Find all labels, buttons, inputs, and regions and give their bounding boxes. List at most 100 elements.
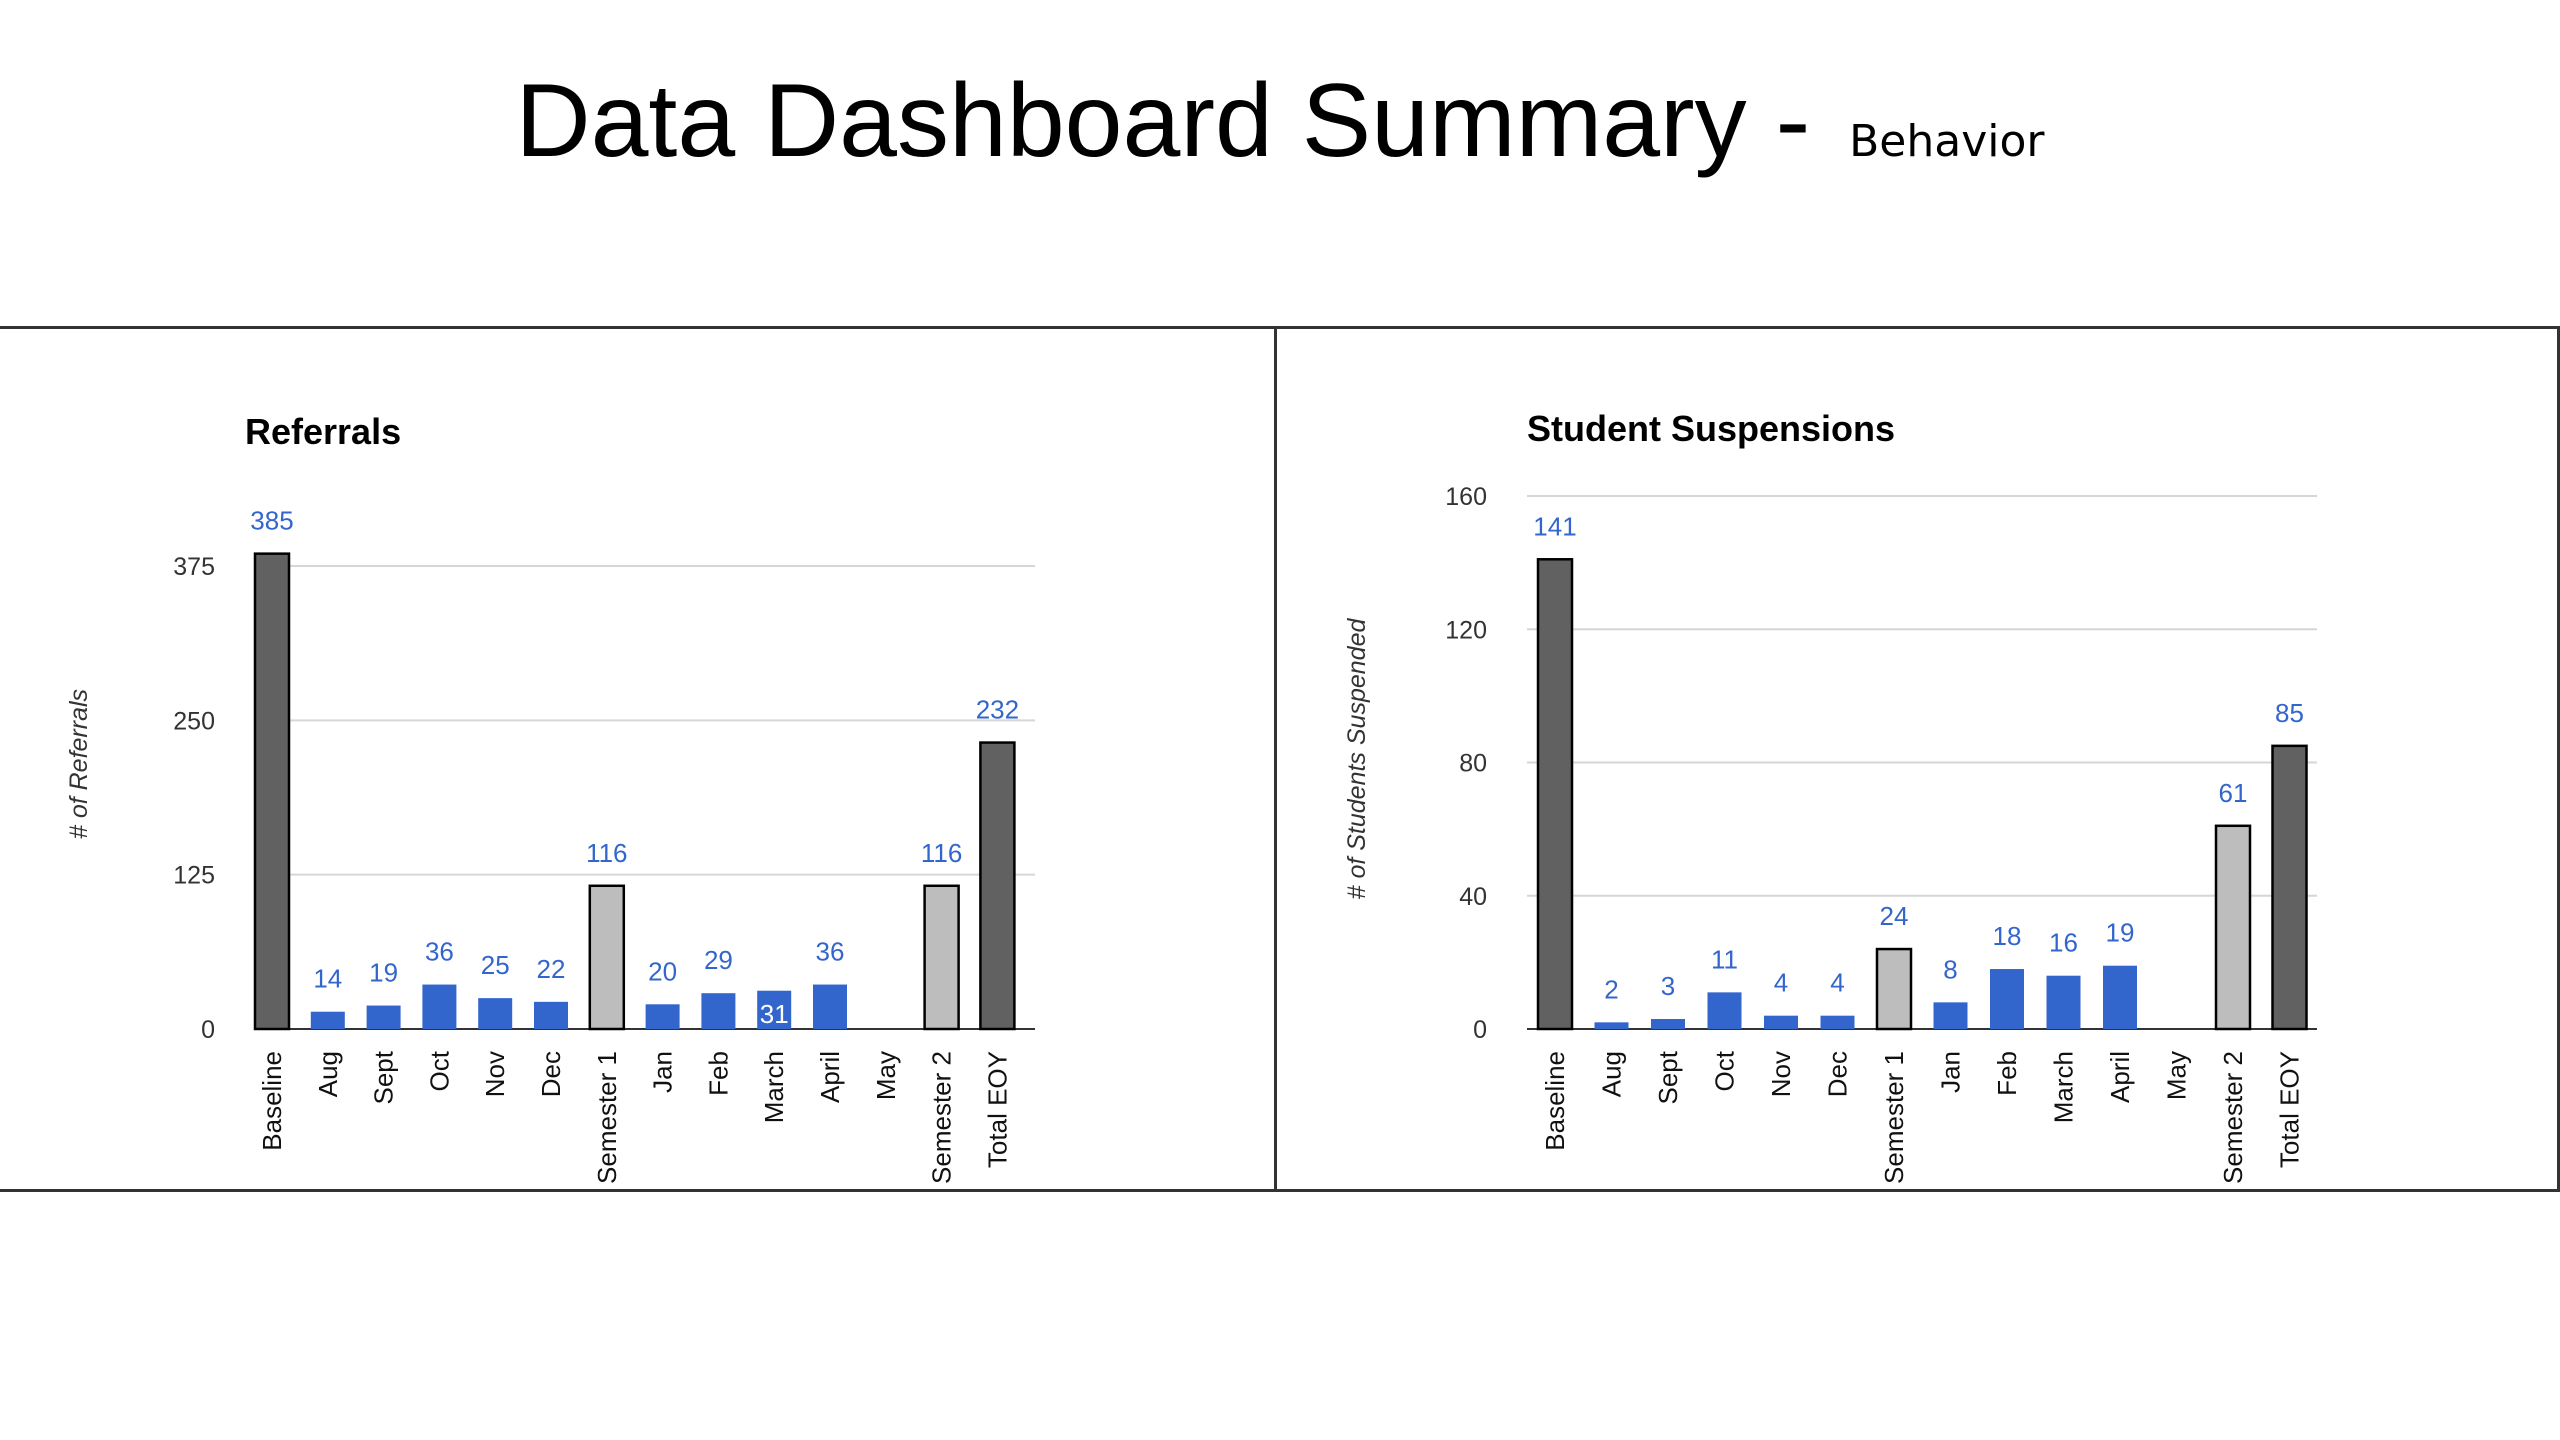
slide-title-main: Data Dashboard Summary - <box>515 63 1840 179</box>
bar-sept <box>1651 1019 1685 1029</box>
x-tick-label: Oct <box>1710 1050 1740 1091</box>
x-tick-label: Nov <box>480 1051 510 1097</box>
x-tick-label: Semester 2 <box>927 1051 957 1184</box>
data-label: 29 <box>704 945 733 975</box>
bar-aug <box>310 1011 345 1029</box>
x-tick-label: Semester 1 <box>1879 1051 1909 1184</box>
slide-title-sub: Behavior <box>1849 116 2045 167</box>
slide-title: Data Dashboard Summary - Behavior <box>0 62 2560 181</box>
x-tick-label: Jan <box>648 1051 678 1093</box>
data-label: 2 <box>1604 974 1618 1004</box>
data-label: 4 <box>1830 968 1844 998</box>
bar-april <box>2103 965 2137 1029</box>
x-tick-label: Dec <box>536 1051 566 1097</box>
bar-april <box>813 984 847 1029</box>
suspensions-chart: Student Suspensions # of Students Suspend… <box>1343 408 2317 1184</box>
bar-dec <box>534 1001 568 1029</box>
chart-title: Referrals <box>245 411 401 452</box>
data-label: 141 <box>1533 511 1576 541</box>
x-tick-label: April <box>815 1051 845 1103</box>
x-tick-label: Sept <box>1653 1050 1683 1104</box>
x-tick-label: March <box>759 1051 789 1123</box>
suspensions-chart-panel: Student Suspensions # of Students Suspend… <box>1274 326 2560 1192</box>
data-label: 22 <box>537 954 566 984</box>
y-tick-label: 160 <box>1445 483 1487 511</box>
x-tick-label: Nov <box>1766 1051 1796 1097</box>
data-label: 116 <box>586 838 627 868</box>
x-tick-label: May <box>871 1051 901 1100</box>
bar-march <box>2046 975 2081 1029</box>
data-label: 61 <box>2219 778 2248 808</box>
data-label: 14 <box>313 964 342 994</box>
y-tick-label: 125 <box>173 862 215 890</box>
bar-oct <box>1707 992 1742 1029</box>
bar-total-eoy <box>2271 744 2308 1031</box>
bar-jan <box>645 1004 680 1029</box>
y-tick-label: 120 <box>1445 616 1487 644</box>
data-label: 85 <box>2275 698 2304 728</box>
y-tick-label: 0 <box>1473 1016 1487 1044</box>
data-label: 19 <box>369 958 398 988</box>
y-tick-label: 250 <box>173 707 215 735</box>
bar-semester-2 <box>2214 824 2252 1031</box>
bar-total-eoy <box>979 741 1016 1031</box>
data-label: 24 <box>1880 901 1909 931</box>
x-tick-label: Jan <box>1936 1051 1966 1093</box>
bar-semester-1 <box>588 884 626 1031</box>
x-tick-label: Aug <box>313 1051 343 1097</box>
x-tick-label: Total EOY <box>2275 1051 2305 1168</box>
data-label: 232 <box>976 695 1019 725</box>
x-tick-label: Feb <box>1992 1051 2022 1096</box>
y-tick-label: 80 <box>1459 750 1487 778</box>
x-tick-label: Feb <box>703 1051 733 1096</box>
bar-dec <box>1820 1015 1855 1029</box>
bar-nov <box>1764 1015 1798 1029</box>
data-label: 11 <box>1711 944 1738 974</box>
x-tick-label: Baseline <box>257 1051 287 1151</box>
x-tick-label: March <box>2049 1051 2079 1123</box>
x-tick-label: April <box>2105 1051 2135 1103</box>
x-tick-label: Sept <box>369 1050 399 1104</box>
data-label: 16 <box>2049 928 2078 958</box>
x-tick-label: Semester 2 <box>2218 1051 2248 1184</box>
bar-oct <box>422 984 457 1029</box>
y-axis-label: # of Students Suspended <box>1343 618 1371 900</box>
bar-baseline <box>1536 558 1574 1031</box>
data-label: 31 <box>760 999 789 1029</box>
bar-aug <box>1594 1022 1629 1029</box>
y-axis-label: # of Referrals <box>65 689 93 839</box>
bar-feb <box>701 993 736 1029</box>
x-tick-label: Dec <box>1823 1051 1853 1097</box>
x-tick-label: Baseline <box>1540 1051 1570 1151</box>
x-tick-label: May <box>2162 1051 2192 1100</box>
y-tick-label: 375 <box>173 553 215 581</box>
bar-sept <box>366 1005 401 1029</box>
data-label: 4 <box>1774 968 1788 998</box>
data-label: 116 <box>921 838 962 868</box>
y-tick-label: 40 <box>1459 883 1487 911</box>
bar-feb <box>1990 969 2024 1029</box>
data-label: 19 <box>2106 918 2135 948</box>
x-tick-label: Semester 1 <box>592 1051 622 1184</box>
chart-title: Student Suspensions <box>1527 408 1895 449</box>
data-label: 20 <box>648 956 677 986</box>
data-label: 8 <box>1943 954 1957 984</box>
data-label: 3 <box>1661 971 1675 1001</box>
y-tick-label: 0 <box>201 1016 215 1044</box>
bar-semester-2 <box>923 884 960 1031</box>
x-tick-label: Oct <box>424 1050 454 1091</box>
referrals-chart: Referrals # of Referrals 0 125 250 375 385 Base… <box>65 411 1035 1184</box>
data-label: 36 <box>816 937 845 967</box>
bar-nov <box>478 998 513 1029</box>
bar-semester-1 <box>1875 947 1913 1031</box>
x-tick-label: Total EOY <box>982 1051 1012 1168</box>
data-label: 385 <box>250 506 293 536</box>
x-tick-label: Aug <box>1597 1051 1627 1097</box>
bar-march <box>757 990 792 1029</box>
data-label: 18 <box>1993 921 2022 951</box>
data-label: 25 <box>481 950 510 980</box>
data-label: 36 <box>425 937 454 967</box>
bar-jan <box>1933 1002 1968 1029</box>
bar-baseline <box>253 552 291 1031</box>
referrals-chart-panel: Referrals # of Referrals 0 125 250 375 385 Base… <box>0 326 1277 1192</box>
